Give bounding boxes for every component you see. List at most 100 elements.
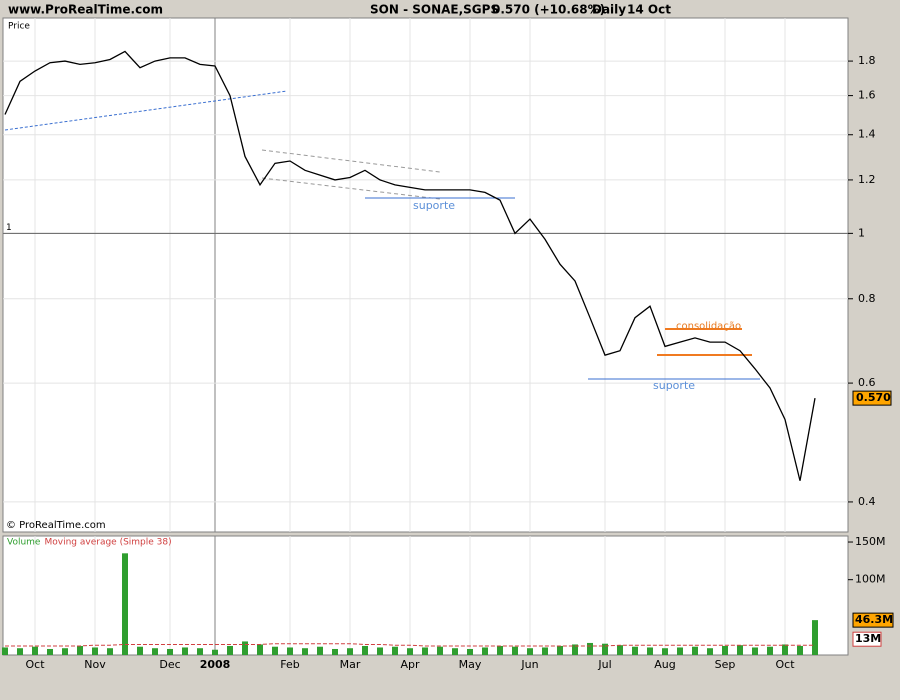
volume-bar [482, 647, 488, 655]
volume-bar [707, 648, 713, 655]
volume-bar [692, 646, 698, 655]
x-tick-label: Aug [654, 658, 675, 671]
date: 14 Oct [627, 3, 671, 17]
copyright: © ProRealTime.com [6, 520, 106, 531]
volume-bar [527, 648, 533, 655]
x-tick-label: 2008 [200, 658, 231, 671]
volume-bar [77, 645, 83, 655]
volume-bar [452, 648, 458, 655]
y-tick-label: 1.8 [858, 54, 876, 67]
volume-bar [572, 644, 578, 655]
channel-line [261, 149, 441, 173]
panel-label: Price [8, 22, 30, 32]
last-volume-box [852, 612, 894, 628]
volume-bar [497, 645, 503, 655]
x-tick-label: Oct [25, 658, 45, 671]
volume-bar [812, 620, 818, 655]
volume-bar [167, 648, 173, 655]
volume-bar [557, 645, 563, 655]
last-volume-label: 46.3M [855, 613, 893, 626]
volume-bar [797, 645, 803, 655]
volume-bar [182, 647, 188, 655]
volume-bar [197, 648, 203, 655]
annotation: suporte [653, 379, 695, 392]
volume-bar [347, 648, 353, 655]
y-tick-label: 150M [855, 535, 886, 548]
x-tick-label: Feb [280, 658, 299, 671]
volume-bar [542, 647, 548, 655]
volume-bar [437, 646, 443, 655]
volume-bar [782, 644, 788, 655]
volume-bar [422, 647, 428, 655]
volume-bar [407, 648, 413, 655]
legend-entry: Moving average (Simple 38) [44, 538, 171, 548]
annotation: consolidação [676, 321, 741, 332]
x-tick-label: Nov [84, 658, 106, 671]
x-tick-label: May [459, 658, 482, 671]
x-tick-label: Oct [775, 658, 795, 671]
volume-bar [752, 647, 758, 655]
volume-bar [287, 647, 293, 655]
volume-bar [47, 648, 53, 655]
y-tick-label: 1 [858, 226, 865, 239]
y-tick-label: 100M [855, 573, 886, 586]
volume-bar [677, 647, 683, 655]
change: 0.570 (+10.68%) [492, 3, 605, 17]
legend-entry: Volume [7, 538, 41, 548]
volume-bar [137, 646, 143, 655]
y-tick-label: 1.6 [858, 89, 876, 102]
last-price-label: 0.570 [856, 391, 891, 404]
y-tick-label: 0.6 [858, 376, 876, 389]
volume-bar [587, 642, 593, 655]
volume-bar [602, 643, 608, 655]
volume-bar [662, 648, 668, 655]
y-tick-label: 1.2 [858, 173, 876, 186]
site: www.ProRealTime.com [8, 3, 163, 17]
volume-bar [647, 647, 653, 655]
volume-bar [617, 645, 623, 655]
volume-bar [767, 646, 773, 655]
volume-bar [122, 553, 128, 655]
volume-bar [302, 648, 308, 655]
channel-line [261, 177, 441, 200]
price-line [4, 50, 816, 481]
volume-bar [737, 645, 743, 655]
x-tick-label: Jun [520, 658, 538, 671]
x-tick-label: Dec [159, 658, 180, 671]
period: Daily [592, 3, 626, 17]
volume-bar [272, 646, 278, 655]
x-tick-label: Jul [597, 658, 611, 671]
volume-bar [212, 649, 218, 655]
y-tick-label: 1.4 [858, 128, 876, 141]
volume-bar [227, 645, 233, 655]
volume-bar [242, 641, 248, 655]
ma-box [852, 631, 882, 647]
price-panel [2, 17, 849, 533]
volume-bar [32, 646, 38, 655]
last-price-box [852, 390, 892, 406]
volume-bar [467, 648, 473, 655]
trend-line [4, 90, 288, 131]
x-tick-label: Sep [715, 658, 736, 671]
volume-bar [17, 648, 23, 655]
x-tick-label: Mar [340, 658, 361, 671]
volume-bar [92, 647, 98, 655]
ma-label: 13M [855, 632, 881, 645]
volume-panel [2, 535, 849, 656]
volume-bar [377, 647, 383, 655]
volume-bar [317, 646, 323, 655]
y-tick-label: 0.4 [858, 495, 876, 508]
volume-bar [62, 648, 68, 655]
instrument: SON - SONAE,SGPS [370, 3, 499, 17]
volume-bar [257, 644, 263, 655]
volume-bar [392, 646, 398, 655]
annotation: suporte [413, 199, 455, 212]
volume-bar [332, 648, 338, 655]
y-tick-label: 0.8 [858, 292, 876, 305]
volume-bar [722, 645, 728, 655]
moving-average [5, 643, 815, 647]
volume-bar [632, 646, 638, 655]
x-tick-label: Apr [400, 658, 420, 671]
reference-label: 1 [6, 223, 12, 233]
